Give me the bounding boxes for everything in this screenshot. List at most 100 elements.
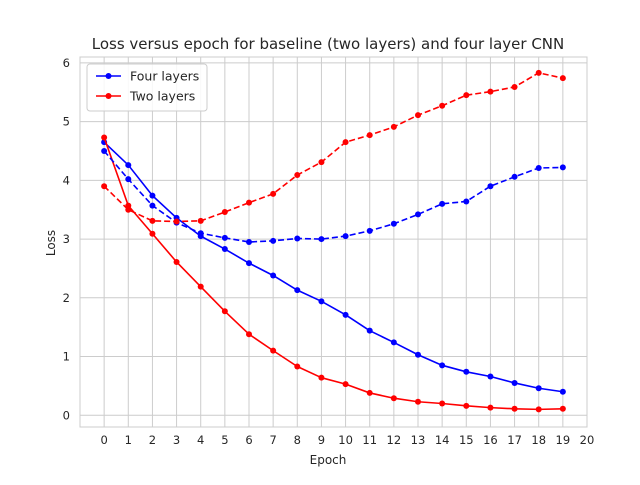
data-point	[197, 230, 204, 237]
data-point	[197, 283, 204, 290]
x-tick-label: 11	[362, 433, 377, 447]
data-point	[511, 379, 518, 386]
data-point	[366, 389, 373, 396]
data-point	[487, 373, 494, 380]
data-point	[221, 234, 228, 241]
data-point	[439, 102, 446, 109]
series-3	[101, 69, 566, 225]
data-point	[294, 235, 301, 242]
data-point	[415, 211, 421, 218]
series-2	[101, 147, 566, 245]
x-tick-label: 13	[411, 433, 426, 447]
legend: Four layers Two layers	[86, 63, 208, 112]
data-point	[559, 164, 566, 171]
x-tick-label: 12	[387, 433, 402, 447]
data-point	[173, 258, 180, 265]
data-point	[318, 374, 325, 381]
data-point	[390, 395, 397, 402]
data-point	[294, 363, 301, 370]
y-tick-label: 2	[63, 291, 70, 305]
y-tick-label: 0	[63, 408, 70, 422]
data-point	[246, 260, 252, 267]
data-point	[270, 190, 277, 197]
y-axis-label: Loss	[44, 230, 58, 256]
data-point	[535, 69, 542, 76]
x-tick-label: 8	[294, 433, 301, 447]
data-point	[294, 287, 301, 294]
y-tick-label: 1	[63, 350, 70, 364]
x-tick-label: 9	[318, 433, 325, 447]
data-point	[318, 159, 325, 166]
data-point	[463, 92, 470, 99]
data-point	[559, 388, 566, 395]
x-tick-label: 1	[125, 433, 132, 447]
legend-entry: Two layers	[96, 89, 195, 104]
data-point	[487, 183, 494, 190]
data-point	[463, 368, 470, 375]
data-point	[390, 220, 397, 227]
data-point	[342, 381, 349, 388]
data-point	[342, 139, 349, 146]
x-tick-label: 15	[459, 433, 474, 447]
data-point	[270, 237, 277, 244]
x-tick-label: 0	[100, 433, 107, 447]
data-point	[125, 202, 132, 209]
series-line	[103, 150, 563, 243]
data-point	[342, 311, 349, 318]
plot-frame	[79, 56, 588, 428]
data-point	[390, 123, 397, 130]
data-point	[101, 134, 108, 141]
data-point	[559, 75, 566, 82]
x-axis-label: Epoch	[310, 453, 347, 467]
y-tick-label: 3	[63, 232, 70, 246]
data-point	[463, 198, 470, 205]
data-point	[366, 132, 373, 139]
x-tick-label: 5	[221, 433, 228, 447]
x-tick-label: 7	[269, 433, 276, 447]
x-tick-label: 18	[531, 433, 546, 447]
x-tick-label: 14	[435, 433, 450, 447]
data-point	[149, 230, 156, 237]
x-tick-label: 20	[580, 433, 595, 447]
data-point	[342, 233, 349, 240]
y-tick-label: 5	[63, 115, 70, 129]
data-point	[149, 192, 156, 199]
data-point	[318, 236, 325, 243]
legend-marker	[105, 73, 112, 79]
series-0	[101, 139, 566, 395]
data-point	[487, 404, 494, 411]
x-tick-label: 2	[149, 433, 156, 447]
data-point	[366, 227, 373, 234]
data-point	[535, 165, 542, 171]
data-point	[439, 200, 446, 207]
series-line	[103, 72, 564, 223]
legend-marker	[105, 93, 112, 99]
x-tick-label: 19	[556, 433, 571, 447]
data-point	[511, 405, 518, 412]
x-tick-label: 16	[483, 433, 498, 447]
data-point	[535, 406, 542, 413]
data-point	[318, 298, 325, 305]
y-tick-label: 4	[63, 173, 70, 187]
x-tick-label: 17	[507, 433, 522, 447]
data-point	[149, 217, 156, 224]
data-point	[270, 272, 277, 279]
data-point	[197, 217, 204, 224]
x-tick-label: 4	[197, 433, 204, 447]
data-point	[149, 202, 156, 209]
data-point	[439, 400, 446, 407]
legend-label: Four layers	[130, 69, 199, 84]
data-point	[125, 176, 132, 183]
data-point	[270, 347, 277, 354]
data-point	[487, 88, 494, 95]
y-tick-label: 6	[63, 56, 70, 70]
data-point	[221, 308, 228, 315]
data-point	[173, 218, 180, 225]
data-point	[125, 162, 132, 169]
chart-title: Loss versus epoch for baseline (two laye…	[92, 35, 565, 53]
data-point	[535, 385, 542, 392]
data-point	[246, 199, 252, 206]
data-point	[125, 206, 132, 213]
